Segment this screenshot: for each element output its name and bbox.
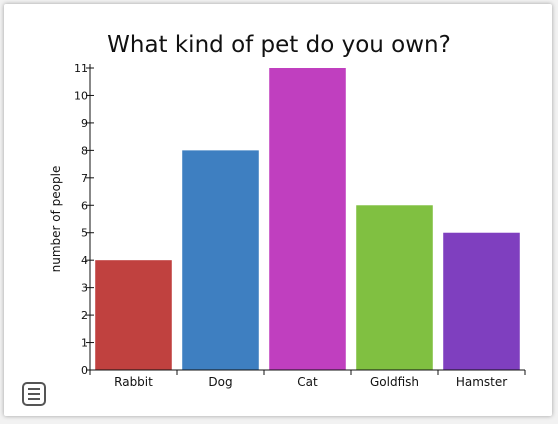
hamburger-menu-icon[interactable] bbox=[22, 382, 46, 406]
y-tick-label: 8 bbox=[81, 144, 88, 157]
bar-dog bbox=[182, 150, 259, 370]
y-tick-label: 5 bbox=[81, 227, 88, 240]
x-tick-label: Rabbit bbox=[114, 375, 153, 389]
y-tick-label: 2 bbox=[81, 309, 88, 322]
y-tick-label: 6 bbox=[81, 199, 88, 212]
x-tick-label: Dog bbox=[208, 375, 232, 389]
y-tick-label: 0 bbox=[81, 364, 88, 377]
y-tick-label: 9 bbox=[81, 117, 88, 130]
y-tick-label: 10 bbox=[74, 89, 88, 102]
chart-title: What kind of pet do you own? bbox=[107, 32, 451, 58]
y-axis-label: number of people bbox=[49, 166, 63, 273]
bar-hamster bbox=[443, 232, 520, 370]
x-tick-label: Hamster bbox=[456, 375, 507, 389]
y-tick-label: 3 bbox=[81, 282, 88, 295]
y-tick-label: 7 bbox=[81, 172, 88, 185]
bar-rabbit bbox=[95, 260, 172, 370]
x-tick-label: Goldfish bbox=[370, 375, 419, 389]
bar-cat bbox=[269, 68, 346, 370]
y-tick-label: 4 bbox=[81, 254, 88, 267]
bar-goldfish bbox=[356, 205, 433, 370]
y-tick-label: 1 bbox=[81, 337, 88, 350]
x-tick-label: Cat bbox=[297, 375, 318, 389]
y-tick-label: 11 bbox=[74, 62, 88, 75]
